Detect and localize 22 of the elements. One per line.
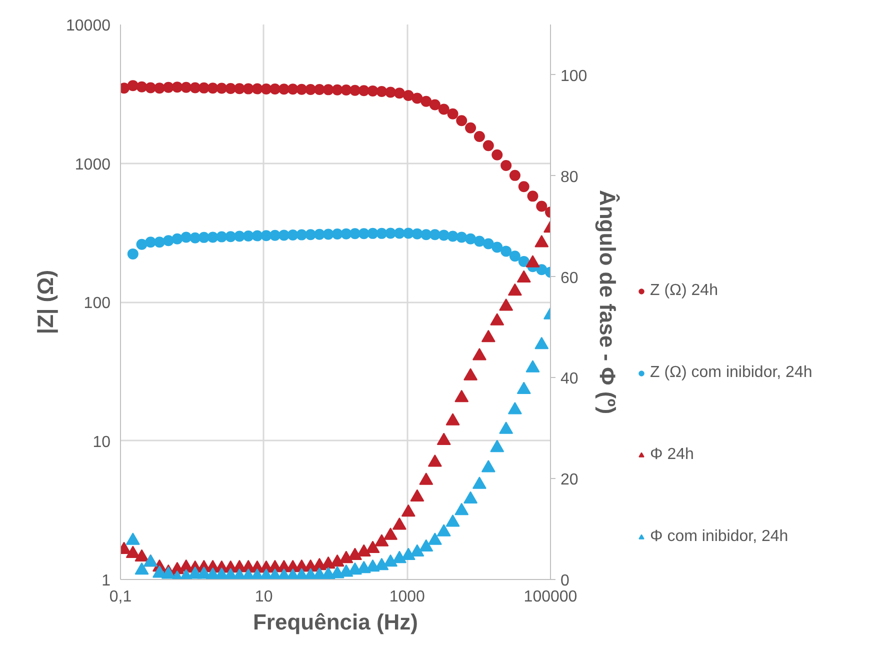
y2-tick-label: 20 — [560, 472, 578, 489]
y-tick-label: 10 — [92, 434, 111, 451]
legend-label: Z (Ω) 24h — [650, 282, 718, 300]
y-tick-label: 1000 — [74, 156, 111, 174]
y-axis-title: |Z| (Ω) — [33, 270, 58, 334]
x-tick-label: 100000 — [524, 588, 578, 606]
y2-axis-title: Ângulo de fase - Φ (º) — [595, 190, 620, 414]
legend-label: Φ com inibidor, 24h — [650, 528, 788, 546]
y-tick-label: 10000 — [66, 18, 111, 34]
legend-label: Φ 24h — [650, 446, 694, 464]
y-tick-label: 1 — [102, 572, 111, 590]
y2-tick-label: 0 — [560, 572, 570, 590]
y2-tick-label: 60 — [560, 270, 578, 287]
x-tick-label: 0,1 — [109, 588, 132, 606]
x-tick-label: 10 — [254, 588, 273, 606]
y-tick-label: 100 — [84, 295, 111, 312]
x-tick-label: 1000 — [389, 588, 426, 606]
y2-tick-label: 100 — [560, 68, 588, 85]
y2-tick-label: 40 — [560, 370, 578, 388]
y2-tick-label: 80 — [560, 168, 578, 186]
legend-label: Z (Ω) com inibidor, 24h — [650, 364, 812, 382]
x-axis-title: Frequência (Hz) — [252, 610, 418, 634]
